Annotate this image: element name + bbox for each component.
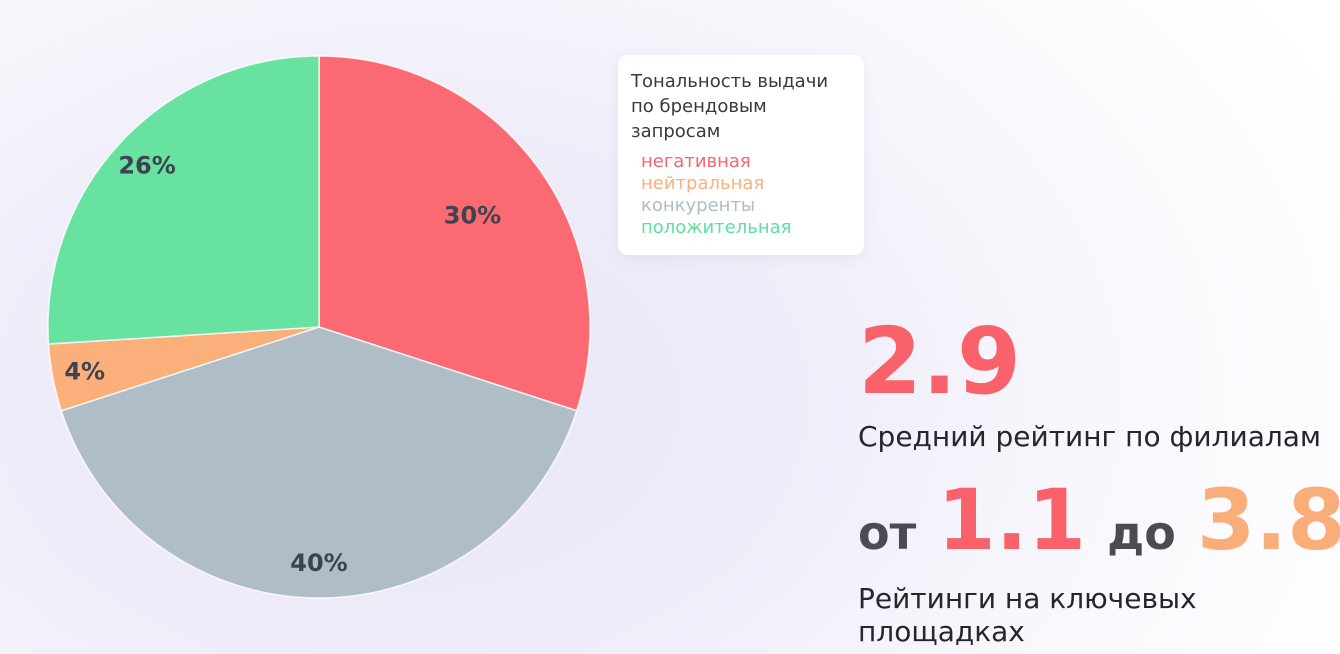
pie-chart: 30% 40% 4% 26% [47, 55, 591, 599]
legend-item-neutral: нейтральная [641, 173, 765, 194]
range-max-value: 3.8 [1196, 471, 1340, 569]
range-min-value: 1.1 [937, 471, 1087, 569]
legend-title-line2: по брендовым запросам [631, 96, 767, 142]
legend-title-line1: Тональность выдачи [631, 71, 829, 92]
legend-card: Тональность выдачи по брендовым запросам… [618, 55, 864, 255]
legend-title: Тональность выдачи по брендовым запросам [631, 69, 852, 144]
average-rating-block: 2.9 Средний рейтинг по филиалам [858, 308, 1322, 454]
legend-item-positive: положительная [641, 217, 792, 238]
pie-slice-label-negative: 30% [444, 202, 501, 230]
pie-slice-negative [318, 55, 591, 412]
average-rating-caption: Средний рейтинг по филиалам [858, 420, 1322, 453]
pie-slice-label-positive: 26% [118, 152, 175, 180]
average-rating-value: 2.9 [858, 308, 1021, 415]
pie-slice-competitors [60, 326, 578, 599]
legend-item-competitors: конкуренты [641, 195, 756, 216]
range-to-word: до [1107, 506, 1176, 560]
pie-slice-label-competitors: 40% [290, 549, 347, 577]
rating-range-block: от 1.1 до 3.8 Рейтинги на ключевых площа… [858, 478, 1340, 648]
legend-item-negative: негативная [641, 151, 751, 172]
rating-range-caption: Рейтинги на ключевых площадках [858, 582, 1197, 648]
legend-items: негативная нейтральная конкуренты положи… [631, 151, 852, 239]
rating-range-line: от 1.1 до 3.8 [858, 478, 1340, 562]
pie-slice-positive [47, 55, 320, 345]
pie-slice-label-neutral: 4% [64, 358, 105, 386]
range-from-word: от [858, 506, 917, 560]
